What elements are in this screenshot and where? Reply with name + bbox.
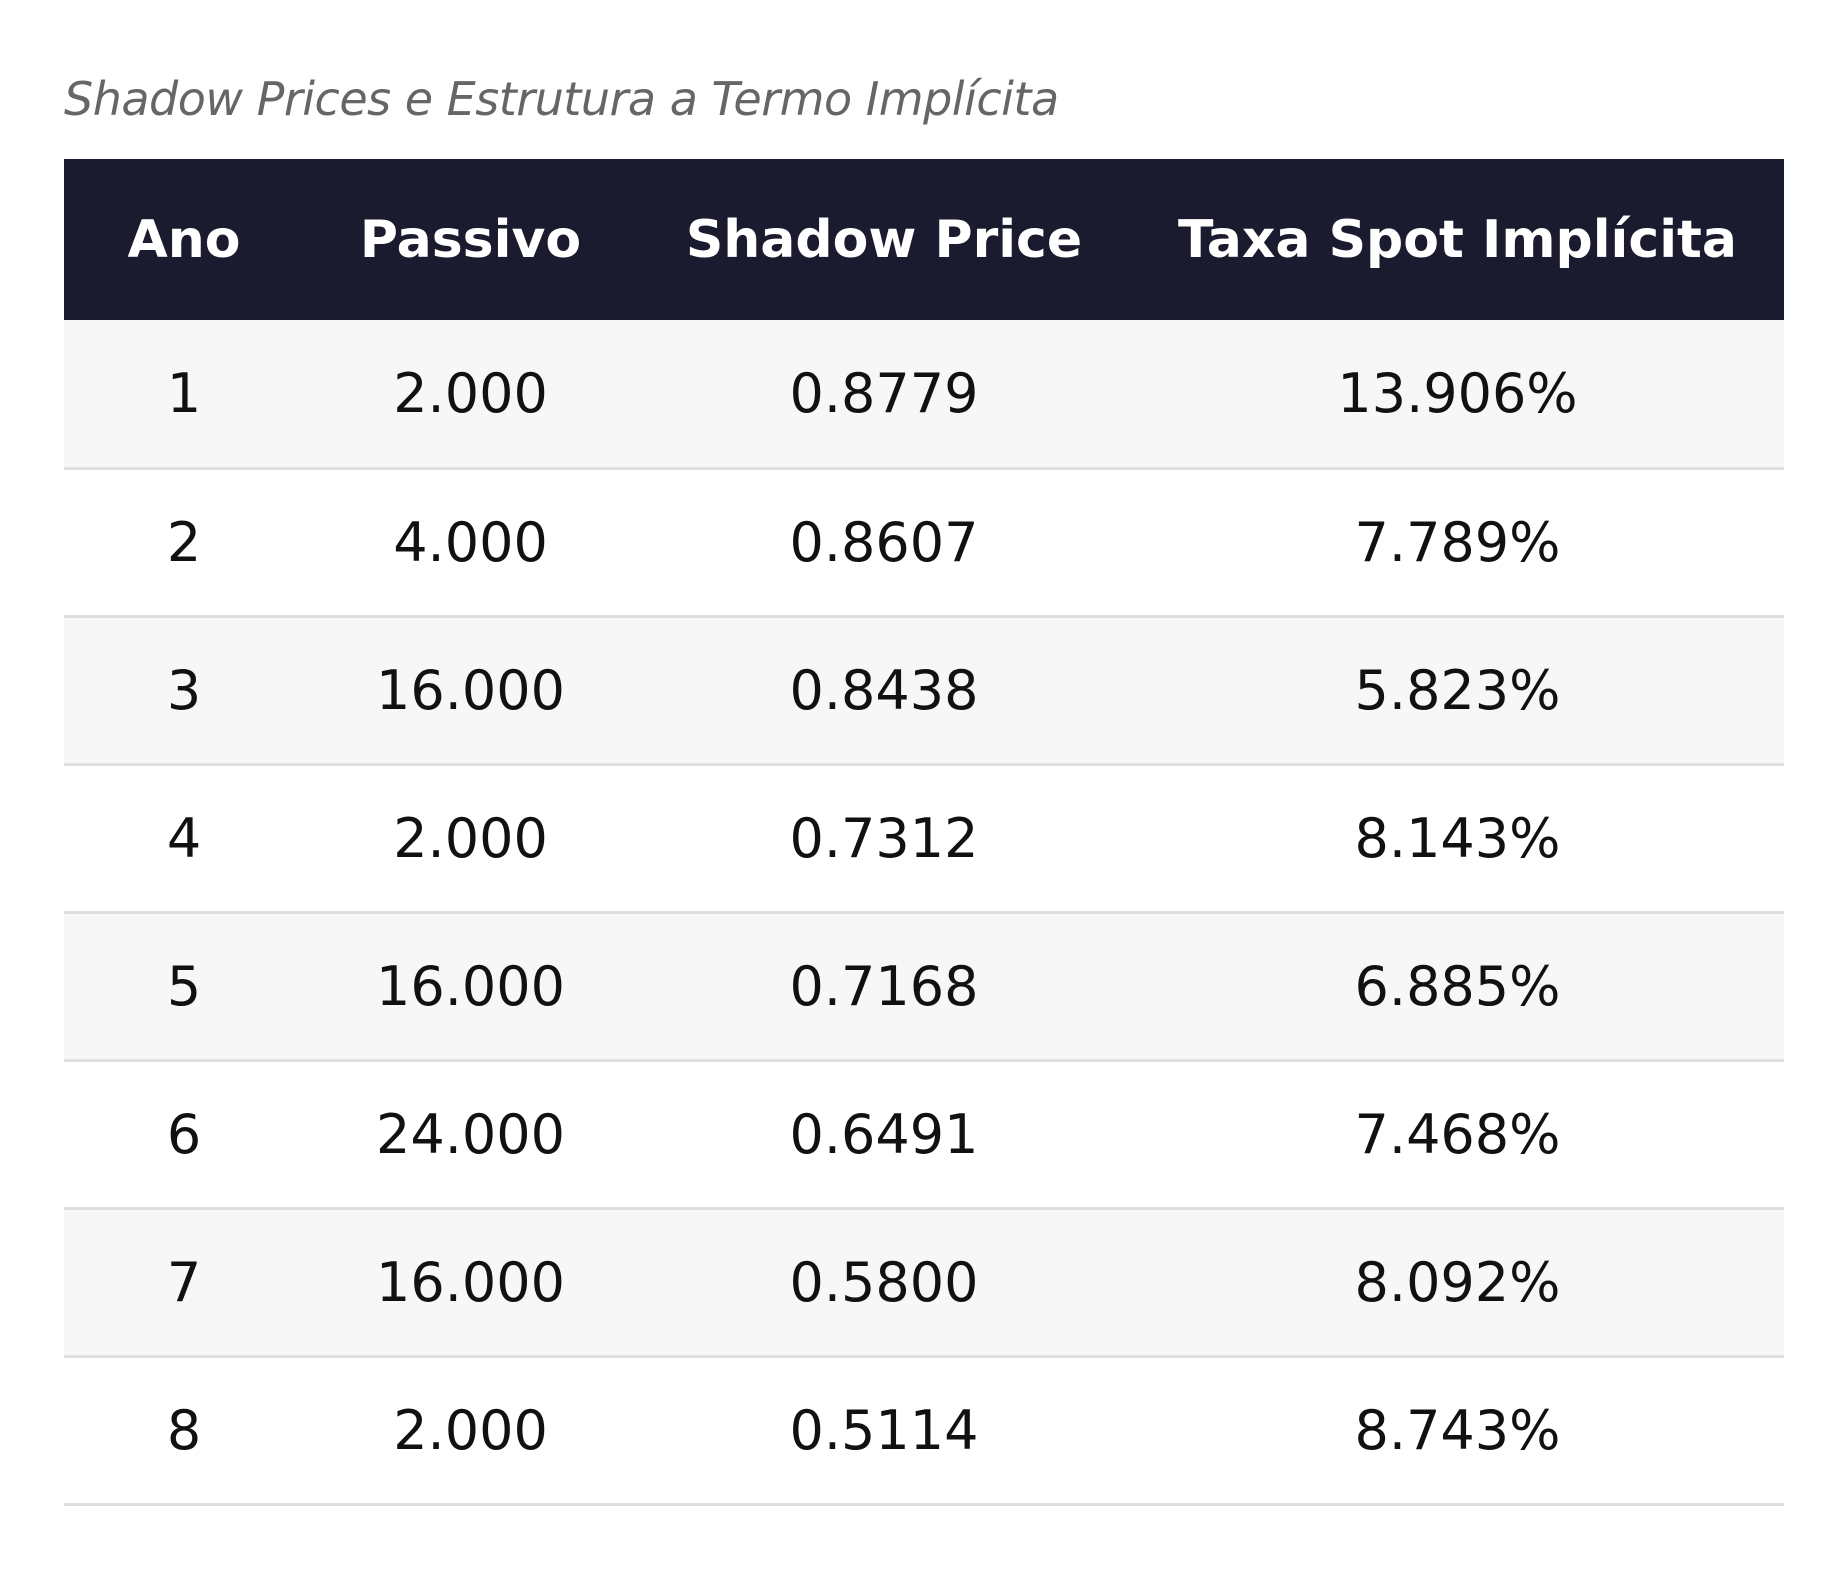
table-caption: Shadow Prices e Estrutura a Termo Implíc… [64,72,1059,126]
cell-ano: 8 [166,1398,202,1462]
cell-taxa-spot: 7.468% [1354,1102,1561,1166]
cell-ano: 2 [166,510,202,574]
table-row: 5 16.000 0.7168 6.885% [64,912,1784,1060]
cell-shadow-price: 0.5800 [789,1250,979,1314]
table-row: 4 2.000 0.7312 8.143% [64,764,1784,912]
cell-taxa-spot: 8.092% [1354,1250,1561,1314]
cell-passivo: 2.000 [393,806,548,870]
table-row: 1 2.000 0.8779 13.906% [64,320,1784,468]
cell-ano: 5 [166,954,202,1018]
cell-taxa-spot: 13.906% [1337,361,1578,425]
cell-taxa-spot: 6.885% [1354,954,1561,1018]
cell-passivo: 16.000 [376,954,565,1018]
table-body: 1 2.000 0.8779 13.906% 2 4.000 0.8607 7.… [64,320,1784,1504]
table-row: 7 16.000 0.5800 8.092% [64,1208,1784,1356]
cell-shadow-price: 0.7168 [789,954,979,1018]
cell-passivo: 4.000 [393,510,548,574]
header-ano: Ano [127,209,241,270]
cell-taxa-spot: 8.743% [1354,1398,1561,1462]
cell-shadow-price: 0.8438 [789,658,979,722]
cell-ano: 3 [166,658,202,722]
table-row: 6 24.000 0.6491 7.468% [64,1060,1784,1208]
cell-shadow-price: 0.8779 [789,361,979,425]
cell-passivo: 16.000 [376,1250,565,1314]
header-taxa-spot: Taxa Spot Implícita [1178,209,1737,270]
table-row: 3 16.000 0.8438 5.823% [64,616,1784,764]
table-header: Ano Passivo Shadow Price Taxa Spot Implí… [64,159,1784,320]
cell-passivo: 16.000 [376,658,565,722]
shadow-prices-table: Ano Passivo Shadow Price Taxa Spot Implí… [64,159,1784,1506]
cell-shadow-price: 0.8607 [789,510,979,574]
cell-taxa-spot: 5.823% [1354,658,1561,722]
table-row: 8 2.000 0.5114 8.743% [64,1356,1784,1504]
header-shadow-price: Shadow Price [685,209,1083,270]
cell-passivo: 2.000 [393,361,548,425]
header-row: Ano Passivo Shadow Price Taxa Spot Implí… [64,159,1784,320]
cell-shadow-price: 0.7312 [789,806,979,870]
cell-passivo: 24.000 [376,1102,565,1166]
cell-taxa-spot: 8.143% [1354,806,1561,870]
cell-ano: 4 [166,806,202,870]
cell-shadow-price: 0.5114 [789,1398,979,1462]
cell-shadow-price: 0.6491 [789,1102,979,1166]
cell-passivo: 2.000 [393,1398,548,1462]
cell-ano: 1 [166,361,202,425]
cell-ano: 7 [166,1250,202,1314]
table-row: 2 4.000 0.8607 7.789% [64,468,1784,616]
cell-taxa-spot: 7.789% [1354,510,1561,574]
header-passivo: Passivo [359,209,582,270]
cell-ano: 6 [166,1102,202,1166]
